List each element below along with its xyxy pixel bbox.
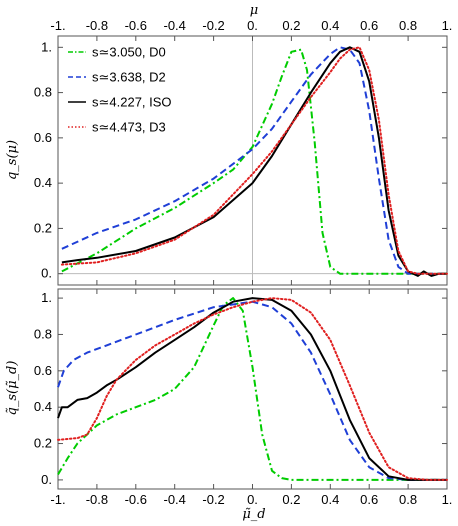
top-x-tick-label: -0.2 [202, 18, 224, 33]
bottom-x-tick-label: 1. [442, 492, 453, 507]
top-x-tick-label: 0.4 [321, 18, 339, 33]
bottom-x-tick-label: 0.4 [321, 492, 339, 507]
bottom-x-tick-label: 0.6 [360, 492, 378, 507]
bottom-x-axis-title: μ̃_d [242, 507, 265, 522]
top-y-tick-label: 0.6 [34, 130, 52, 145]
top-y-tick-label: 0.4 [34, 175, 52, 190]
top-panel-series [60, 46, 448, 277]
bottom-series-line-1 [57, 300, 447, 481]
bottom-y-axis-title: q̃_s(μ̃_d) [5, 361, 20, 416]
bottom-series-line-2 [57, 297, 447, 481]
bottom-x-tick-label: -0.2 [202, 492, 224, 507]
top-x-tick-label: 1. [442, 18, 453, 33]
bottom-y-tick-label: 0.8 [34, 326, 52, 341]
top-x-tick-label: 0.2 [282, 18, 300, 33]
bottom-x-tick-label: 0. [247, 492, 258, 507]
top-x-tick-label: -0.6 [125, 18, 147, 33]
bottom-x-tick-label: 0.2 [282, 492, 300, 507]
bottom-y-tick-label: 0. [41, 472, 52, 487]
top-x-tick-label: 0.8 [399, 18, 417, 33]
bottom-y-tick-label: 1. [41, 290, 52, 305]
bottom-x-tick-label: -0.4 [163, 492, 185, 507]
top-series-line-2 [61, 46, 447, 277]
top-x-axis-title: μ [250, 3, 258, 18]
legend-label-3: s≃4.473, D3 [92, 120, 166, 135]
top-y-tick-label: 1. [41, 39, 52, 54]
top-x-tick-label: 0.6 [360, 18, 378, 33]
top-y-tick-label: 0. [41, 266, 52, 281]
bottom-y-tick-label: 0.2 [34, 436, 52, 451]
top-y-tick-label: 0.8 [34, 85, 52, 100]
bottom-x-tick-label: -0.6 [125, 492, 147, 507]
top-y-tick-label: 0.2 [34, 220, 52, 235]
top-series-line-0 [61, 48, 447, 275]
top-x-tick-label: -0.4 [163, 18, 185, 33]
bottom-x-tick-label: -0.8 [86, 492, 108, 507]
bottom-panel-ticks: -1. -0.8 -0.6 -0.4 -0.2 0. 0.2 0.4 0.6 0.8 1. 0. 0.2… [34, 289, 453, 507]
top-x-tick-label: -0.8 [86, 18, 108, 33]
legend-label-2: s≃4.227, ISO [92, 95, 172, 110]
bottom-panel-series [57, 297, 448, 481]
top-y-axis-title: q_s(μ) [5, 140, 20, 180]
legend-label-0: s≃3.050, D0 [92, 45, 166, 60]
bottom-x-tick-label: 0.8 [399, 492, 417, 507]
top-x-tick-label: -1. [50, 18, 65, 33]
top-panel: -1. -0.8 -0.6 -0.4 -0.2 0. 0.2 0.4 0.6 0.8 1. 0. 0.2… [5, 3, 453, 286]
top-x-tick-label: 0. [247, 18, 258, 33]
bottom-series-line-0 [57, 297, 447, 481]
bottom-panel-frame [57, 288, 448, 490]
bottom-x-tick-label: -1. [50, 492, 65, 507]
top-series-line-1 [61, 46, 447, 275]
bottom-y-tick-label: 0.4 [34, 399, 52, 414]
bottom-panel: -1. -0.8 -0.6 -0.4 -0.2 0. 0.2 0.4 0.6 0.8 1. 0. 0.2… [5, 288, 453, 522]
bottom-series-line-3 [57, 297, 448, 481]
legend-label-1: s≃3.638, D2 [92, 70, 166, 85]
top-panel-ticks: -1. -0.8 -0.6 -0.4 -0.2 0. 0.2 0.4 0.6 0.8 1. 0. 0.2… [34, 18, 453, 285]
bottom-y-tick-label: 0.6 [34, 363, 52, 378]
legend: s≃3.050, D0 s≃3.638, D2 s≃4.227, ISO s≃4.47… [68, 45, 172, 135]
top-series-line-3 [60, 46, 448, 275]
